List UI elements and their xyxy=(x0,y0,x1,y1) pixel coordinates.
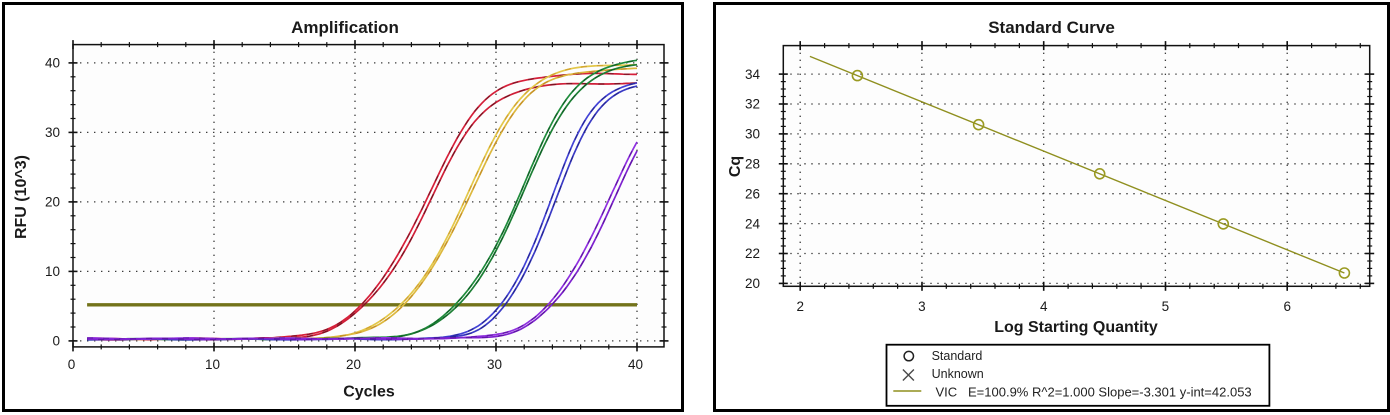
svg-text:2: 2 xyxy=(796,299,804,314)
svg-text:26: 26 xyxy=(745,186,760,201)
svg-text:Standard Curve: Standard Curve xyxy=(988,18,1115,37)
svg-text:20: 20 xyxy=(745,276,760,291)
svg-text:20: 20 xyxy=(45,195,60,210)
svg-text:30: 30 xyxy=(45,125,60,140)
svg-text:10: 10 xyxy=(45,264,60,279)
svg-text:30: 30 xyxy=(745,127,760,142)
svg-text:32: 32 xyxy=(745,97,760,112)
svg-text:6: 6 xyxy=(1283,299,1291,314)
svg-text:Unknown: Unknown xyxy=(932,367,984,381)
svg-text:Amplification: Amplification xyxy=(291,18,399,37)
svg-text:0: 0 xyxy=(68,357,76,372)
svg-text:40: 40 xyxy=(628,357,643,372)
svg-text:30: 30 xyxy=(487,357,502,372)
svg-text:24: 24 xyxy=(745,216,761,231)
svg-text:10: 10 xyxy=(205,357,220,372)
svg-text:Standard: Standard xyxy=(932,349,983,363)
svg-text:28: 28 xyxy=(745,157,760,172)
svg-text:0: 0 xyxy=(52,334,60,349)
svg-text:Cq: Cq xyxy=(727,156,744,177)
svg-text:Log Starting Quantity: Log Starting Quantity xyxy=(994,319,1158,336)
svg-text:Cycles: Cycles xyxy=(343,384,395,401)
svg-text:20: 20 xyxy=(346,357,361,372)
svg-text:4: 4 xyxy=(1040,299,1048,314)
svg-text:VIC E=100.9% R^2=1.000 Slope: VIC E=100.9% R^2=1.000 Slope=-3.301 y-in… xyxy=(936,384,1252,399)
svg-text:5: 5 xyxy=(1162,299,1170,314)
svg-text:RFU (10^3): RFU (10^3) xyxy=(13,155,30,239)
svg-text:40: 40 xyxy=(45,56,60,71)
svg-text:34: 34 xyxy=(745,67,761,82)
svg-text:3: 3 xyxy=(918,299,926,314)
svg-text:22: 22 xyxy=(745,246,760,261)
